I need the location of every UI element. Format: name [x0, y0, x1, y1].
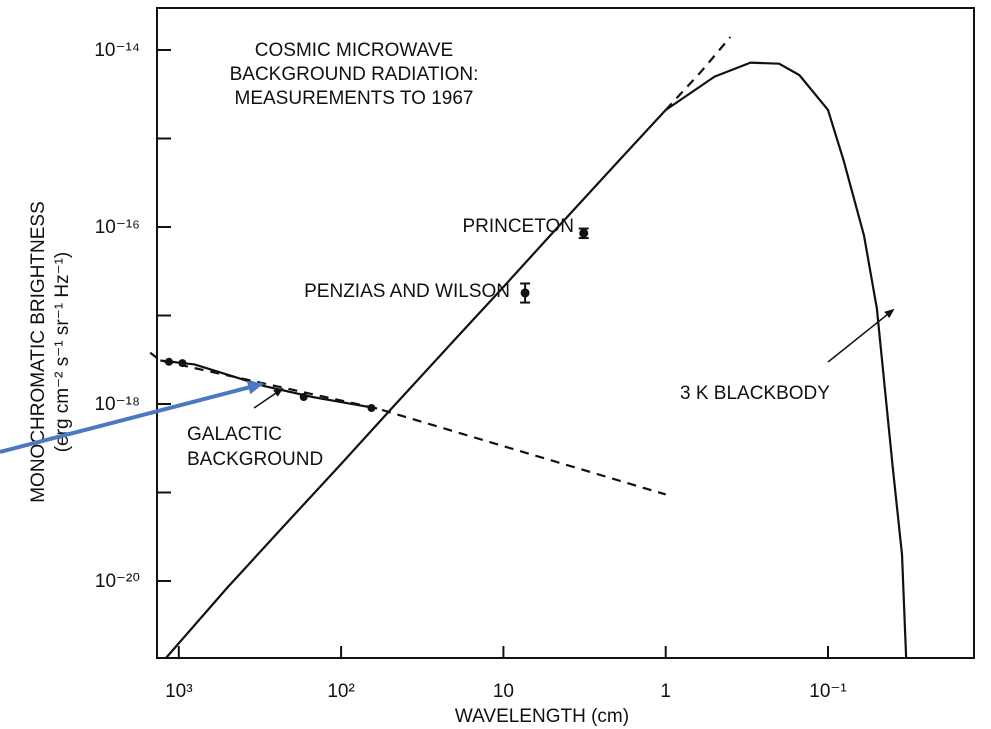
x-axis-ticks: 10³ 10² 10 1 10⁻¹: [165, 646, 847, 702]
chart-title-line-3: MEASUREMENTS TO 1967: [235, 88, 474, 109]
x-tick-label-0: 10³: [165, 681, 192, 702]
y-axis-ticks: 10⁻¹⁴ 10⁻¹⁶ 10⁻¹⁸ 10⁻²⁰: [94, 40, 171, 592]
x-tick-label-4: 10⁻¹: [809, 681, 847, 702]
series-line-3-k-blackbody: [165, 61, 908, 659]
x-axis-title: WAVELENGTH (cm): [455, 706, 629, 727]
galactic-data-point-3: [367, 404, 376, 413]
y-axis-title: MONOCHROMATIC BRIGHTNESS: [28, 201, 49, 503]
x-tick-label-2: 10: [493, 681, 514, 702]
princeton-label: PRINCETON: [462, 216, 574, 237]
y-tick-label-3: 10⁻²⁰: [95, 571, 140, 592]
x-tick-label-1: 10²: [327, 681, 354, 702]
chart-title-line-1: COSMIC MICROWAVE: [255, 40, 453, 61]
highlight-arrow: [0, 380, 264, 454]
blackbody-label: 3 K BLACKBODY: [680, 383, 830, 404]
series-line-rayleigh-jeans-extrapolation: [664, 36, 732, 111]
plot-frame: [156, 7, 975, 659]
y-tick-label-1: 10⁻¹⁶: [95, 217, 140, 238]
blackbody-pointer-arrow: [827, 308, 895, 363]
penzias-wilson-label: PENZIAS AND WILSON: [304, 281, 510, 302]
chart-series: [149, 36, 908, 659]
measurement-penzias-and-wilson-point: [520, 288, 530, 298]
chart-markers: [164, 227, 589, 413]
galactic-label-line-1: GALACTIC: [187, 424, 282, 445]
galactic-data-point-1: [178, 359, 187, 368]
chart-title-line-2: BACKGROUND RADIATION:: [230, 64, 479, 85]
galactic-pointer-arrow: [253, 387, 284, 409]
y-tick-label-0: 10⁻¹⁴: [94, 40, 140, 61]
x-tick-label-3: 1: [660, 681, 671, 702]
measurement-princeton-point: [579, 228, 589, 238]
series-line-galactic-extrapolation: [149, 351, 667, 496]
y-axis-units: (erg cm⁻² s⁻¹ sr⁻¹ Hz⁻¹): [52, 252, 73, 453]
galactic-label-line-2: BACKGROUND: [187, 449, 323, 470]
galactic-data-point-2: [299, 392, 308, 401]
y-tick-label-2: 10⁻¹⁸: [94, 394, 140, 415]
galactic-data-point-0: [164, 357, 173, 366]
